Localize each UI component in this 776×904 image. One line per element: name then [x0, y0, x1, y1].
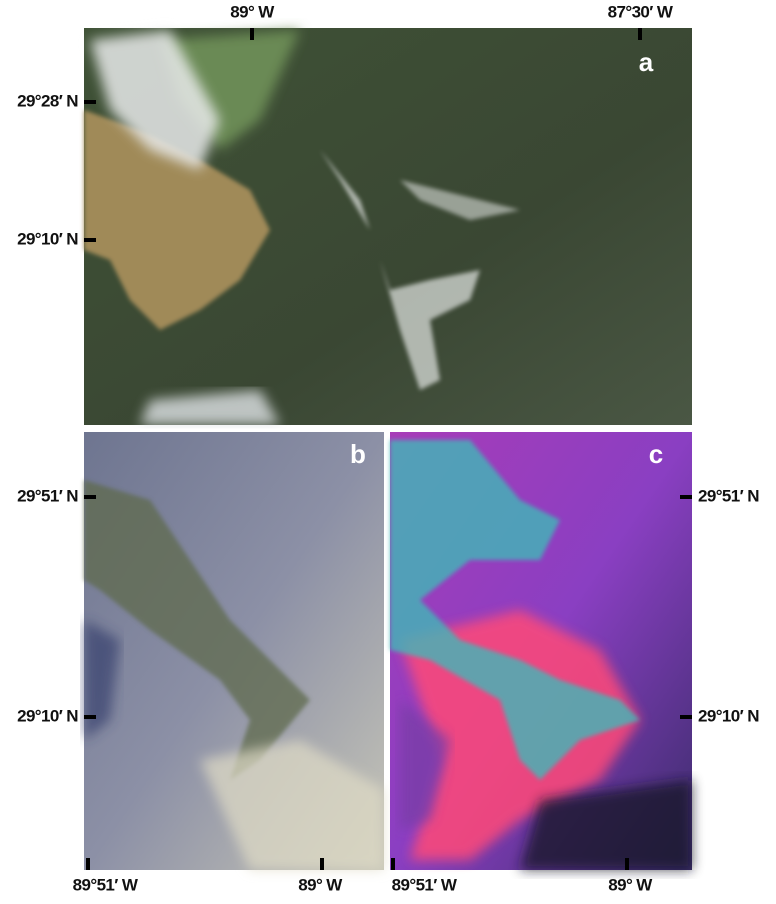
latitude-label: 29°51′ N: [17, 486, 78, 505]
latitude-label: 29°10′ N: [17, 706, 78, 725]
longitude-label: 89° W: [298, 875, 343, 894]
longitude-label: 89° W: [230, 2, 275, 21]
panel-a: a: [84, 28, 692, 425]
figure: a b c 89° W 87°30′ W 29°28′ N 2: [0, 0, 776, 904]
latitude-label: 29°51′ N: [698, 486, 759, 505]
panel-b: b: [84, 432, 384, 870]
latitude-label: 29°28′ N: [17, 91, 78, 110]
latitude-label: 29°10′ N: [698, 706, 759, 725]
panel-c: c: [390, 432, 692, 870]
page: {"panels": [ {"label": "a", "top_labels"…: [0, 0, 776, 904]
latitude-label: 29°10′ N: [17, 229, 78, 248]
panel-label: c: [649, 439, 663, 469]
panel-label: b: [350, 439, 366, 469]
longitude-label: 87°30′ W: [608, 2, 674, 21]
longitude-label: 89° W: [608, 875, 653, 894]
longitude-label: 89°51′ W: [392, 875, 458, 894]
longitude-label: 89°51′ W: [73, 875, 139, 894]
panel-label: a: [639, 47, 654, 77]
